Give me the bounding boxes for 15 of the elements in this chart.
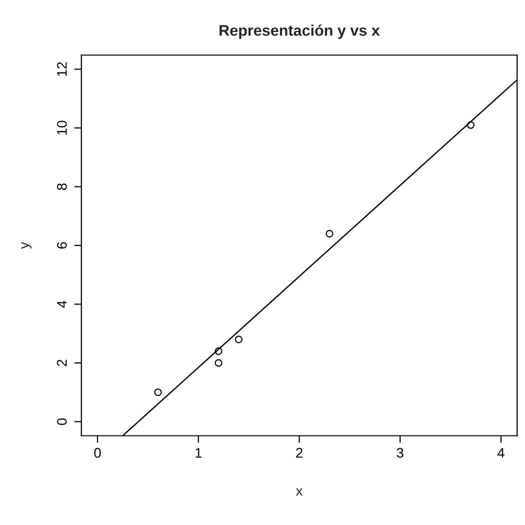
y-tick-label: 12 <box>56 62 67 76</box>
y-tick-label: 2 <box>56 360 67 366</box>
y-tick-label: 10 <box>56 120 67 135</box>
x-axis-title: x <box>296 488 303 496</box>
x-tick-label: 2 <box>296 448 302 458</box>
y-axis-title: y <box>21 242 32 249</box>
x-tick-label: 1 <box>196 448 202 458</box>
y-tick-label: 4 <box>57 300 67 308</box>
x-tick-label: 3 <box>396 448 404 458</box>
x-tick-label: 0 <box>94 448 101 458</box>
y-tick-label: 8 <box>56 183 67 190</box>
chart-title: Representación y vs x <box>220 24 380 39</box>
y-tick-label: 0 <box>56 418 67 425</box>
x-tick-label: 4 <box>497 448 504 458</box>
y-tick-label: 6 <box>56 242 67 249</box>
